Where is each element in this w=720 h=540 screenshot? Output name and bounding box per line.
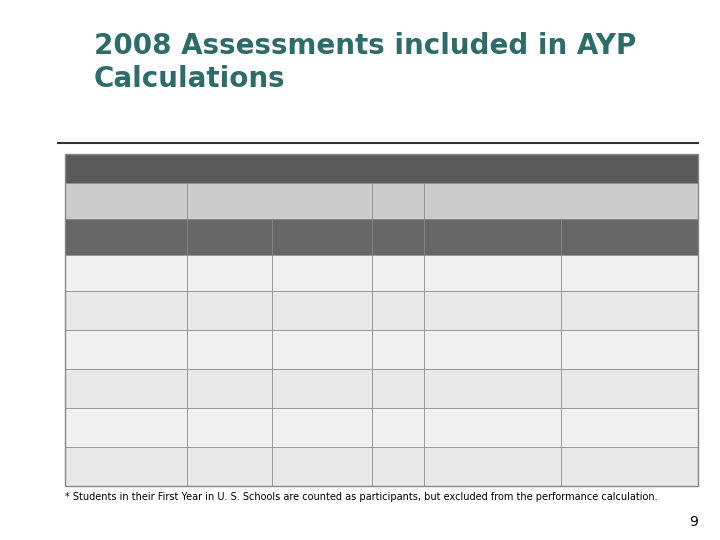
Text: 9: 9: [690, 515, 698, 529]
Text: Yes: Yes: [221, 345, 238, 355]
Text: If non-mobile: If non-mobile: [456, 345, 529, 355]
Text: If standard is met: If standard is met: [580, 462, 679, 471]
Text: If participant: If participant: [287, 462, 358, 471]
Text: →: →: [394, 306, 403, 316]
Text: If participant: If participant: [287, 306, 358, 316]
Text: TAKS-M: TAKS-M: [102, 345, 150, 355]
Text: If standard is met: If standard is met: [580, 306, 679, 316]
Text: If standard is met
(subject to 1% cap): If standard is met (subject to 1% cap): [576, 378, 684, 400]
Text: If participant: If participant: [287, 345, 358, 355]
Text: →: →: [394, 345, 403, 355]
Text: If non-mobile: If non-mobile: [456, 384, 529, 394]
Text: TAKS-Alt: TAKS-Alt: [99, 384, 153, 394]
Text: Performance/Accountability Subset
60% Standard: Performance/Accountability Subset 60% St…: [458, 187, 665, 215]
Text: Number Tested: Number Tested: [446, 232, 540, 242]
Text: Non-
Participant: Non- Participant: [292, 417, 352, 438]
Text: Yes: Yes: [221, 384, 238, 394]
Text: Yes: Yes: [221, 423, 238, 433]
Text: →: →: [394, 268, 403, 279]
Text: →: →: [394, 232, 403, 242]
Text: TAKS: TAKS: [110, 268, 142, 279]
Text: If standard is met: If standard is met: [580, 268, 679, 279]
Text: Number
Participating: Number Participating: [282, 227, 362, 248]
Text: →: →: [394, 384, 403, 394]
Text: Not Included: Not Included: [457, 423, 528, 433]
Text: Participation
95% Standard: Participation 95% Standard: [238, 187, 322, 215]
Text: If non-mobile: If non-mobile: [456, 268, 529, 279]
Text: If non-mobile: If non-mobile: [456, 306, 529, 316]
Text: →: →: [394, 462, 403, 471]
Text: Not Included: Not Included: [595, 423, 665, 433]
Text: If participant: If participant: [287, 268, 358, 279]
Text: If standard is met
(subject to 2% cap): If standard is met (subject to 2% cap): [575, 339, 684, 361]
Text: * Students in their First Year in U. S. Schools are counted as participants, but: * Students in their First Year in U. S. …: [65, 492, 657, 503]
Text: N/A: N/A: [388, 423, 408, 433]
Text: Yes: Yes: [221, 306, 238, 316]
Text: If non-mobile: If non-mobile: [456, 462, 529, 471]
Text: Met Standard: Met Standard: [588, 232, 672, 242]
Text: Yes: Yes: [221, 462, 238, 471]
Text: TAKS
(Accommodated): TAKS (Accommodated): [73, 300, 179, 322]
Text: LAT version of
TAKS*: LAT version of TAKS*: [81, 456, 171, 477]
Text: If participant: If participant: [287, 384, 358, 394]
Text: 2008 Assessments included in AYP
Calculations: 2008 Assessments included in AYP Calcula…: [94, 32, 636, 93]
Text: Total
Students: Total Students: [202, 227, 258, 248]
Text: RPTE*: RPTE*: [107, 423, 145, 433]
Text: Reading/ELA Assessments: Reading/ELA Assessments: [289, 162, 474, 175]
Text: Yes: Yes: [221, 268, 238, 279]
